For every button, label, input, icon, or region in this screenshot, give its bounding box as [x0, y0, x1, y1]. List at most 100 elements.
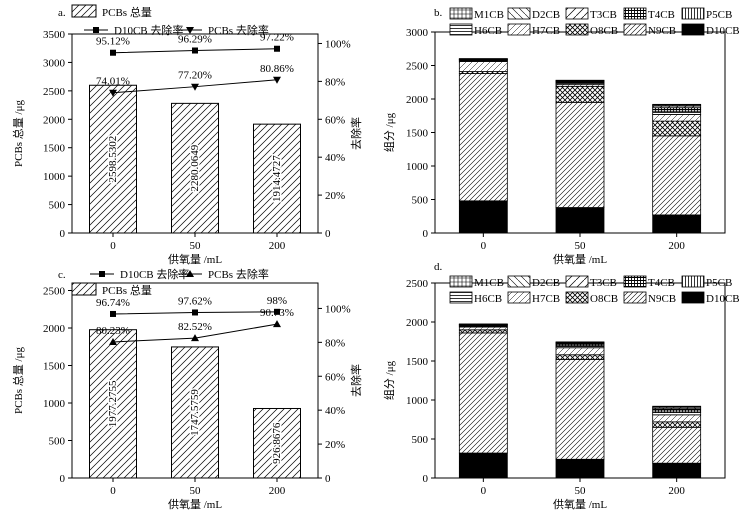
legend-swatch-O8CB	[565, 291, 589, 304]
bar-value-label: 2598.5302	[107, 136, 119, 183]
y-tick-label: 2500	[406, 61, 429, 73]
legend-label: PCBs 总量	[102, 283, 152, 297]
legend-marker	[186, 270, 194, 277]
legend-label: D10CB	[706, 293, 740, 305]
line-value-label: 95.12%	[96, 36, 130, 48]
legend-swatch-P5CB	[681, 7, 705, 20]
y-axis-label: PCBs 总量 /μg	[11, 346, 25, 414]
line-value-label: 80.86%	[260, 63, 294, 75]
y-tick-label: 2500	[43, 286, 66, 298]
legend-label: H7CB	[532, 293, 560, 305]
y-tick-label: 0	[60, 228, 66, 240]
legend-label: D10CB 去除率	[114, 23, 183, 37]
line-value-label: 74.01%	[96, 76, 130, 88]
stack-segment-M1CB	[555, 79, 605, 82]
legend-swatch-P5CB	[681, 275, 705, 288]
y2-tick-label: 0	[325, 228, 331, 240]
line-point	[273, 76, 281, 84]
legend-label: T3CB	[590, 9, 617, 21]
line-point	[191, 83, 199, 91]
chart-panel-d: 0 500 1000 1500 2000 2500 0 50 200 供氧量 /mL 组分 /μg d…	[382, 261, 740, 511]
y-tick-label: 2500	[406, 278, 429, 290]
legend-swatch-T4CB	[623, 275, 647, 288]
stack-segment-H7CB	[652, 414, 702, 423]
stack-segment-O8CB	[652, 120, 702, 137]
y-tick-label: 1000	[43, 398, 66, 410]
legend-label: M1CB	[474, 277, 504, 289]
line-value-label: 96.74%	[96, 297, 130, 309]
legend-label: H7CB	[532, 25, 560, 37]
y2-tick-label: 100%	[325, 38, 351, 50]
stack-segment-H6CB	[652, 111, 702, 115]
y-axis-label: 组分 /μg	[382, 360, 396, 400]
stack-segment-M1CB	[458, 58, 508, 60]
legend-swatch-M1CB	[449, 275, 473, 288]
x-axis-label: 供氧量 /mL	[168, 497, 222, 511]
legend-swatch-H7CB	[507, 291, 531, 304]
stack-segment-M1CB	[652, 405, 702, 408]
legend-marker	[93, 27, 99, 33]
chart-panel-c: 1977.2755 1747.5759926.867605001000150020…	[11, 267, 363, 511]
legend-swatch-D10CB	[681, 23, 705, 36]
legend-swatch-T4CB	[623, 7, 647, 20]
x-tick-label: 50	[575, 485, 587, 497]
y2-tick-label: 20%	[325, 190, 345, 202]
y-tick-label: 1000	[406, 161, 429, 173]
y2-axis-label: 去除率	[349, 117, 363, 150]
bar-50	[171, 346, 219, 479]
bar-0	[89, 329, 137, 479]
stack-segment-O8CB	[555, 85, 605, 103]
stack-segment-N9CB	[458, 73, 508, 202]
legend-label: D2CB	[532, 277, 560, 289]
panel-tag: c.	[58, 269, 66, 281]
x-tick-label: 200	[269, 485, 286, 497]
legend-marker	[186, 27, 194, 34]
legend-label: M1CB	[474, 9, 504, 21]
bar-200	[253, 123, 301, 234]
line-point	[274, 45, 280, 52]
y2-tick-label: 80%	[325, 337, 345, 349]
bar-value-label: 1914.4727	[271, 155, 283, 202]
y-tick-label: 500	[49, 436, 66, 448]
y-tick-label: 3500	[43, 29, 66, 41]
y2-tick-label: 100%	[325, 303, 351, 315]
line-point	[192, 309, 198, 316]
stack-segment-N9CB	[555, 101, 605, 208]
legend-label: PCBs 去除率	[208, 23, 269, 37]
stack-segment-N9CB	[652, 135, 702, 216]
y-tick-label: 2500	[43, 86, 66, 98]
y-tick-label: 2000	[43, 114, 66, 126]
y-tick-label: 1000	[43, 171, 66, 183]
line-point	[273, 320, 281, 328]
legend-label: PCBs 总量	[102, 5, 152, 19]
y2-tick-label: 40%	[325, 405, 345, 417]
legend-swatch-H6CB	[449, 23, 473, 36]
legend-swatch-bar	[71, 282, 97, 296]
bar-value-label: 1747.5759	[189, 389, 201, 436]
legend-swatch-N9CB	[623, 23, 647, 36]
stack-segment-O8CB	[458, 329, 508, 334]
line-value-label: 98%	[267, 295, 287, 307]
y-tick-label: 0	[423, 473, 429, 485]
y-tick-label: 2000	[43, 323, 66, 335]
legend-label: O8CB	[590, 293, 618, 305]
stack-segment-D10CB	[555, 458, 605, 479]
x-tick-label: 0	[110, 240, 116, 252]
y-tick-label: 3000	[406, 27, 429, 39]
bar-value-label: 926.8676	[271, 422, 283, 464]
bar-value-label: 2280.0649	[189, 144, 201, 191]
y-axis-label: PCBs 总量 /μg	[11, 99, 25, 167]
legend-label: D2CB	[532, 9, 560, 21]
x-tick-label: 200	[668, 485, 685, 497]
x-tick-label: 0	[481, 240, 487, 252]
x-tick-label: 50	[190, 485, 202, 497]
stack-segment-N9CB	[652, 426, 702, 464]
y-tick-label: 1500	[406, 128, 429, 140]
line-point	[274, 308, 280, 315]
legend-label: N9CB	[648, 25, 676, 37]
line-point	[191, 334, 199, 342]
y-tick-label: 1500	[406, 356, 429, 368]
legend-swatch-D2CB	[507, 7, 531, 20]
legend-label: D10CB 去除率	[120, 267, 189, 281]
line-value-label: 97.22%	[260, 32, 294, 44]
